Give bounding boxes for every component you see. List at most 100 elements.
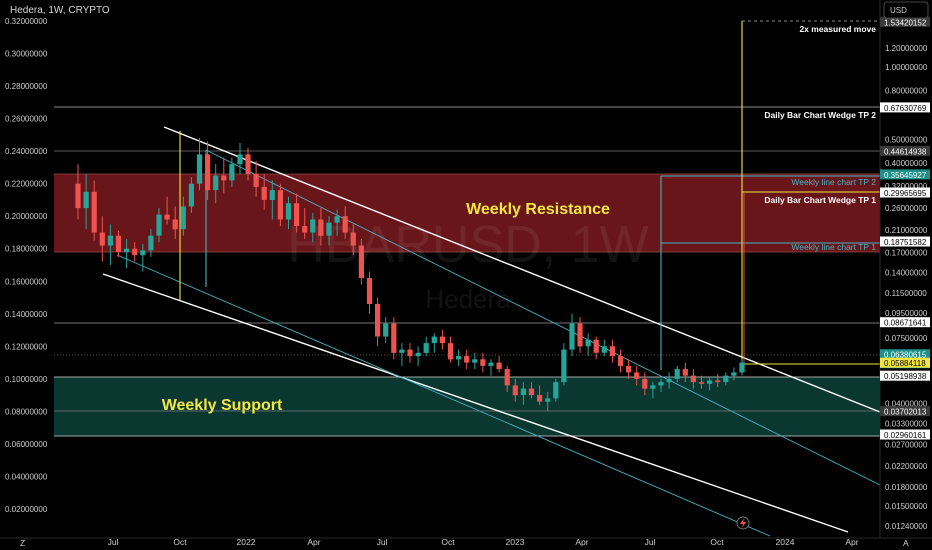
price-label: 0.05198938	[880, 370, 930, 381]
candle	[593, 336, 599, 360]
price-label-text: 0.03702013	[884, 408, 927, 417]
right-price-axis[interactable]: 1.20000000 1.00000000 0.80000000 0.50000000…	[885, 44, 928, 531]
price-label: 0.06380615	[880, 349, 930, 360]
candle	[285, 196, 292, 230]
right-axis-tick: 0.17000000	[885, 248, 928, 257]
candle	[350, 224, 356, 256]
candle	[294, 193, 300, 233]
watermark-name: Hedera	[425, 284, 511, 314]
price-label: 0.29965695	[880, 187, 930, 198]
candle	[99, 216, 105, 262]
candle	[650, 382, 656, 399]
weekly-support-zone	[54, 377, 880, 436]
candle	[658, 378, 664, 392]
time-axis[interactable]: Jul Oct 2022 Apr Jul Oct 2023 Apr Jul Oct 2024 Apr	[108, 537, 859, 547]
candle	[140, 243, 146, 272]
price-label: 0.05884118	[880, 357, 930, 368]
candle	[577, 317, 583, 353]
candle	[366, 271, 373, 314]
candle	[585, 333, 591, 357]
lightning-icon[interactable]	[736, 516, 750, 530]
candle	[310, 212, 316, 243]
candle	[723, 372, 729, 386]
candle	[213, 164, 219, 204]
candle	[626, 359, 632, 379]
right-axis-tick: 0.32000000	[885, 182, 928, 191]
candle	[423, 336, 429, 357]
candle	[261, 173, 267, 210]
candle	[277, 183, 283, 226]
left-axis-tick: 0.22000000	[5, 180, 48, 189]
candle	[399, 343, 405, 366]
right-axis-tick: 0.07500000	[885, 334, 928, 343]
right-axis-tick: 0.21000000	[885, 226, 928, 235]
right-axis-tick: 0.04000000	[885, 400, 928, 409]
candle	[447, 336, 454, 363]
annotation-weekly-tp2: Weekly line chart TP 2	[791, 177, 876, 187]
price-label-text: 0.18751582	[884, 238, 927, 247]
left-axis-tick: 0.02000000	[5, 505, 48, 514]
candle	[617, 349, 624, 373]
candle	[75, 164, 81, 220]
candle	[739, 359, 745, 376]
candle	[164, 196, 170, 225]
candle	[520, 382, 526, 405]
right-axis-tick: 0.40000000	[885, 159, 928, 168]
left-axis-tick: 0.06000000	[5, 440, 48, 449]
candle	[205, 141, 211, 200]
candle	[431, 333, 437, 353]
price-label-text: 0.05884118	[884, 359, 926, 368]
time-axis-tick: Oct	[173, 537, 187, 547]
left-axis-tick: 0.32000000	[5, 17, 48, 26]
candle	[302, 208, 308, 239]
left-axis-tick: 0.08000000	[5, 407, 48, 416]
weekly-resistance-label: Weekly Resistance	[466, 201, 610, 218]
price-label: 0.44614938	[880, 145, 930, 156]
left-axis-tick: 0.26000000	[5, 115, 48, 124]
candle	[415, 346, 421, 366]
candle	[439, 330, 445, 350]
candle	[707, 377, 713, 391]
left-axis-tick: 0.12000000	[5, 342, 48, 351]
chart-legend-title: Hedera, 1W, CRYPTO	[10, 5, 110, 16]
left-axis-tick: 0.20000000	[5, 212, 48, 221]
candle	[666, 372, 672, 389]
left-axis-tick: 0.18000000	[5, 245, 48, 254]
candle	[115, 230, 122, 257]
candle	[569, 313, 575, 357]
candle	[180, 196, 186, 236]
candle	[472, 352, 478, 370]
price-label: 0.02960161	[880, 429, 930, 440]
price-labels: 1.53420152 0.67630769 0.44614938 0.35645927…	[880, 16, 930, 440]
right-axis-tick: 0.01800000	[885, 483, 928, 492]
price-label-text: 0.02960161	[884, 431, 927, 440]
weekly-support-label: Weekly Support	[162, 397, 283, 414]
time-axis-tick: 2024	[776, 537, 795, 547]
time-axis-tick: Apr	[575, 537, 588, 547]
candle	[464, 349, 470, 370]
candle	[237, 143, 243, 174]
candle	[642, 372, 648, 396]
channel-upper-teal	[205, 149, 881, 486]
left-price-axis[interactable]: 0.32000000 0.30000000 0.28000000 0.26000000…	[5, 17, 48, 514]
candle	[196, 138, 203, 191]
price-label-text: 0.05198938	[884, 372, 927, 381]
candle	[326, 216, 332, 246]
candle	[561, 343, 567, 386]
left-axis-tick: 0.10000000	[5, 375, 48, 384]
candle	[83, 173, 89, 230]
price-label-text: 0.29965695	[884, 189, 927, 198]
auto-scale-icon[interactable]: A	[903, 538, 909, 548]
candle	[407, 343, 413, 363]
candle	[504, 365, 510, 392]
candle	[537, 385, 543, 405]
candle	[528, 382, 535, 399]
currency-button[interactable]	[883, 1, 929, 19]
time-axis-tick: Oct	[710, 537, 724, 547]
annotation-weekly-tp1: Weekly line chart TP 1	[791, 242, 876, 252]
wedge-lower-line	[102, 273, 849, 533]
timezone-icon[interactable]: Z	[20, 538, 25, 548]
measured-move-lines	[179, 21, 880, 370]
